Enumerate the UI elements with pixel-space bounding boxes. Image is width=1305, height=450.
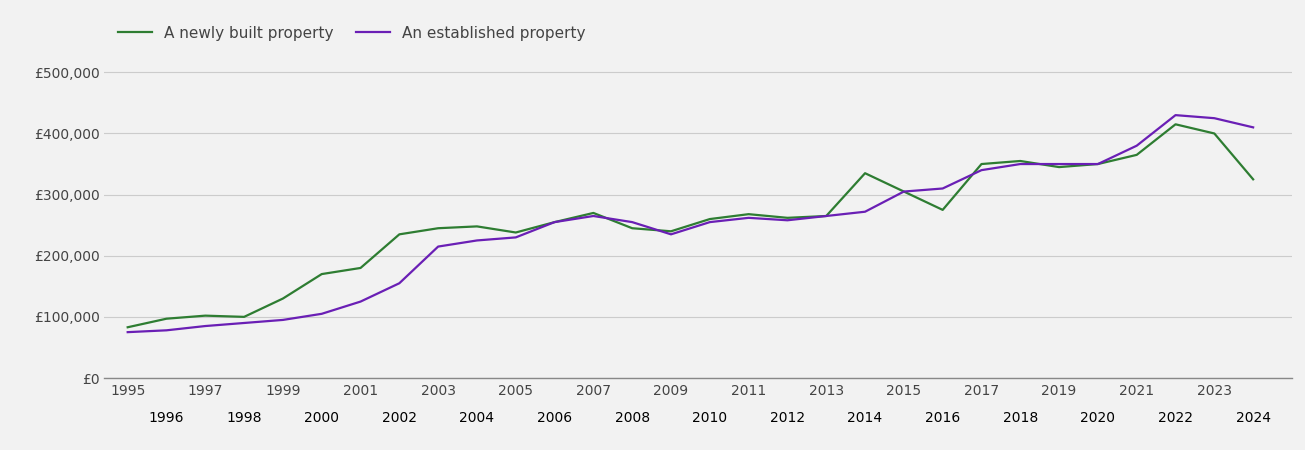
A newly built property — [586, 210, 602, 216]
A newly built property — [897, 189, 912, 194]
An established property — [159, 328, 175, 333]
An established property — [779, 218, 795, 223]
Line: A newly built property: A newly built property — [128, 124, 1253, 327]
An established property — [1129, 143, 1144, 148]
An established property — [934, 186, 950, 191]
A newly built property — [1129, 152, 1144, 158]
An established property — [352, 299, 368, 304]
An established property — [1090, 162, 1105, 167]
An established property — [818, 213, 834, 219]
An established property — [547, 220, 562, 225]
A newly built property — [159, 316, 175, 321]
An established property — [275, 317, 291, 323]
An established property — [974, 167, 989, 173]
A newly built property — [236, 314, 252, 319]
An established property — [431, 244, 446, 249]
A newly built property — [934, 207, 950, 212]
A newly built property — [1168, 122, 1184, 127]
An established property — [1013, 162, 1028, 167]
A newly built property — [1207, 131, 1223, 136]
A newly built property — [315, 271, 330, 277]
An established property — [236, 320, 252, 326]
An established property — [315, 311, 330, 316]
An established property — [508, 235, 523, 240]
An established property — [1245, 125, 1261, 130]
A newly built property — [275, 296, 291, 301]
An established property — [586, 213, 602, 219]
A newly built property — [120, 324, 136, 330]
A newly built property — [1245, 176, 1261, 182]
A newly built property — [974, 162, 989, 167]
An established property — [392, 280, 407, 286]
An established property — [120, 329, 136, 335]
A newly built property — [431, 225, 446, 231]
An established property — [468, 238, 484, 243]
An established property — [1168, 112, 1184, 118]
An established property — [897, 189, 912, 194]
Line: An established property: An established property — [128, 115, 1253, 332]
A newly built property — [1052, 164, 1067, 170]
Legend: A newly built property, An established property: A newly built property, An established p… — [112, 19, 592, 47]
An established property — [624, 220, 639, 225]
A newly built property — [508, 230, 523, 235]
A newly built property — [392, 232, 407, 237]
A newly built property — [779, 215, 795, 220]
An established property — [197, 324, 213, 329]
A newly built property — [547, 220, 562, 225]
A newly built property — [818, 213, 834, 219]
A newly built property — [624, 225, 639, 231]
A newly built property — [352, 265, 368, 270]
A newly built property — [857, 171, 873, 176]
An established property — [857, 209, 873, 214]
A newly built property — [1013, 158, 1028, 164]
An established property — [702, 220, 718, 225]
An established property — [1052, 162, 1067, 167]
A newly built property — [468, 224, 484, 229]
An established property — [663, 232, 679, 237]
An established property — [741, 215, 757, 220]
A newly built property — [741, 212, 757, 217]
A newly built property — [197, 313, 213, 318]
A newly built property — [702, 216, 718, 222]
A newly built property — [663, 229, 679, 234]
A newly built property — [1090, 162, 1105, 167]
An established property — [1207, 116, 1223, 121]
